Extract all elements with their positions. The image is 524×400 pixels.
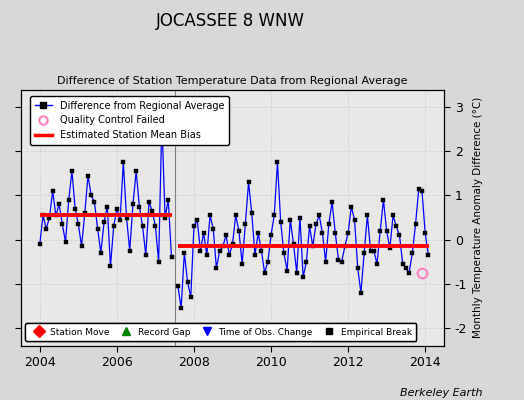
Legend: Station Move, Record Gap, Time of Obs. Change, Empirical Break: Station Move, Record Gap, Time of Obs. C… — [25, 323, 417, 341]
Text: Berkeley Earth: Berkeley Earth — [400, 388, 482, 398]
Text: JOCASSEE 8 WNW: JOCASSEE 8 WNW — [156, 12, 305, 30]
Y-axis label: Monthly Temperature Anomaly Difference (°C): Monthly Temperature Anomaly Difference (… — [473, 97, 483, 338]
Title: Difference of Station Temperature Data from Regional Average: Difference of Station Temperature Data f… — [57, 76, 408, 86]
